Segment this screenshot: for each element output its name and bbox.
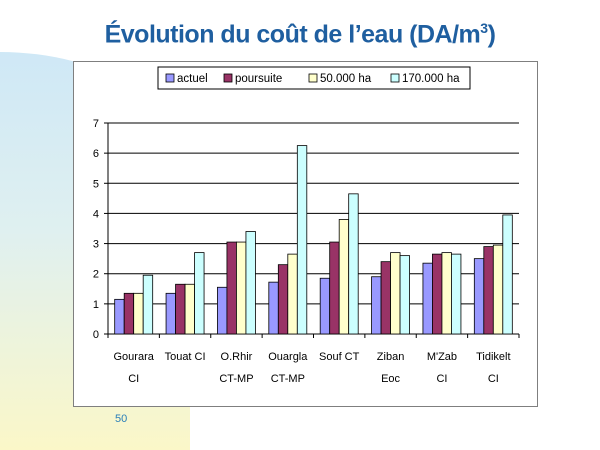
x-tick-label: Ziban <box>377 351 405 363</box>
bar-actuel <box>371 276 382 335</box>
y-tick-label: 2 <box>93 269 99 281</box>
x-tick-label: O.Rhir <box>221 351 253 363</box>
slide-title-close: ) <box>487 20 496 49</box>
bar-poursuite <box>380 261 391 335</box>
bar-actuel <box>217 286 228 335</box>
bar-50-000-ha <box>133 292 144 335</box>
legend-label: actuel <box>177 73 208 85</box>
bar-170-000-ha <box>194 252 205 335</box>
bar-actuel <box>114 298 125 335</box>
legend-swatch <box>223 73 233 83</box>
legend-label: 170.000 ha <box>402 73 460 85</box>
x-tick-label: Tidikelt <box>476 351 510 363</box>
bar-50-000-ha <box>390 252 401 335</box>
bar-50-000-ha <box>184 283 195 335</box>
bar-170-000-ha <box>348 193 359 335</box>
x-tick-label: CT-MP <box>219 373 253 385</box>
y-tick-label: 3 <box>93 239 99 251</box>
chart-frame: 0 1 2 3 4 5 6 7 Gourara CI Touat CI O.Rhir CT-MP Ouar… <box>73 61 538 407</box>
bar-chart: 0 1 2 3 4 5 6 7 Gourara CI Touat CI O.Rhir CT-MP Ouar… <box>93 66 520 385</box>
x-tick-label: Touat CI <box>165 351 206 363</box>
y-tick-label: 4 <box>93 208 99 220</box>
bar-50-000-ha <box>236 241 247 335</box>
y-tick-label: 5 <box>93 178 99 190</box>
bar-170-000-ha <box>502 214 513 335</box>
legend-swatch <box>165 73 175 83</box>
bar-170-000-ha <box>451 253 462 335</box>
bar-actuel <box>473 258 485 335</box>
page-number: 50 <box>115 413 128 425</box>
x-tick-label: CT-MP <box>271 373 305 385</box>
x-tick-label: Ouargla <box>268 351 308 363</box>
slide-title: Évolution du coût de l’eau (DA/m3) <box>0 20 600 49</box>
legend-label: 50.000 ha <box>320 73 372 85</box>
slide-title-main: Évolution du coût de l’eau (DA/m <box>104 20 481 49</box>
bar-poursuite <box>432 253 443 335</box>
x-tick-label: CI <box>128 373 139 385</box>
bar-actuel <box>165 292 176 335</box>
x-tick-label: Gourara <box>114 351 155 363</box>
bar-actuel <box>422 262 433 335</box>
x-tick-label: CI <box>488 373 499 385</box>
bar-poursuite <box>123 292 135 335</box>
bar-50-000-ha <box>287 253 298 335</box>
legend-label: poursuite <box>235 73 282 85</box>
bar-170-000-ha <box>245 231 256 335</box>
bar-poursuite <box>329 241 340 335</box>
bar-actuel <box>268 281 279 335</box>
bar-actuel <box>319 277 331 335</box>
bar-170-000-ha <box>142 274 154 335</box>
bar-50-000-ha <box>492 244 504 335</box>
y-tick-label: 0 <box>93 329 99 341</box>
bar-50-000-ha <box>441 252 452 335</box>
bar-170-000-ha <box>399 255 410 335</box>
y-tick-label: 7 <box>93 118 99 130</box>
bar-170-000-ha <box>296 145 308 335</box>
bar-poursuite <box>175 283 186 335</box>
bar-poursuite <box>277 264 289 335</box>
bar-50-000-ha <box>338 219 350 335</box>
x-tick-label: Souf CT <box>319 351 360 363</box>
y-tick-label: 1 <box>93 299 99 311</box>
y-tick-label: 6 <box>93 148 99 160</box>
legend-swatch <box>308 73 318 83</box>
x-tick-label: M'Zab <box>427 351 457 363</box>
legend-swatch <box>390 73 400 83</box>
x-tick-label: Eoc <box>381 373 400 385</box>
bar-poursuite <box>226 241 237 335</box>
bar-poursuite <box>483 246 494 335</box>
slide-title-superscript: 3 <box>480 20 488 36</box>
x-tick-label: CI <box>436 373 447 385</box>
